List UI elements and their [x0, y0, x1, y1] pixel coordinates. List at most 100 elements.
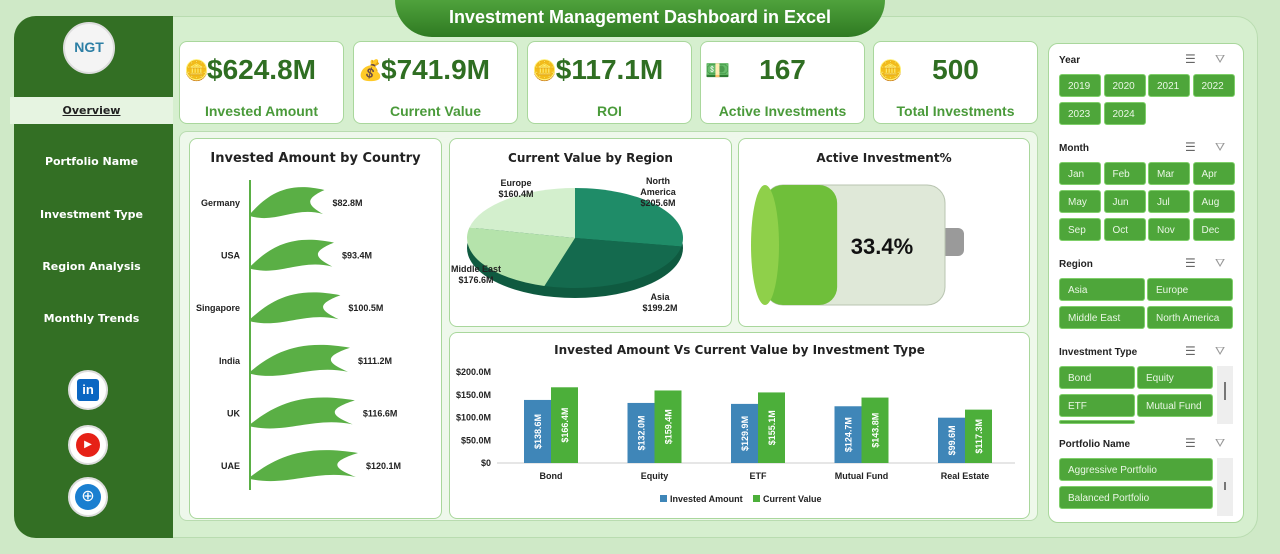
- slicer-item[interactable]: [1059, 420, 1135, 424]
- coins-icon: 🪙: [184, 60, 209, 82]
- slicer-item[interactable]: Feb: [1103, 162, 1146, 185]
- nav-overview[interactable]: Overview: [10, 97, 173, 124]
- slicer-scrollbar[interactable]: [1217, 366, 1233, 424]
- bar: [758, 392, 785, 463]
- slicer-item[interactable]: 2024: [1103, 102, 1146, 125]
- category-label: UAE: [221, 461, 240, 471]
- multi-select-icon[interactable]: ☰: [1185, 256, 1196, 270]
- slicer-title: Investment Type: [1059, 347, 1138, 358]
- kpi-label: ROI: [597, 103, 622, 119]
- slicer-item[interactable]: Asia: [1059, 278, 1145, 301]
- slicer-item[interactable]: Sep: [1059, 218, 1101, 241]
- kpi-value: $741.9M: [381, 54, 490, 85]
- category-label: UK: [227, 408, 240, 418]
- clear-filter-icon[interactable]: ⛛: [1215, 344, 1226, 358]
- slicer-item[interactable]: Jun: [1103, 190, 1146, 213]
- y-tick: $200.0M: [456, 367, 491, 377]
- coins-icon: 🪙: [878, 60, 903, 82]
- slicer-item[interactable]: Aggressive Portfolio: [1059, 458, 1213, 481]
- kpi-card: 🪙 500 Total Investments: [873, 41, 1038, 124]
- multi-select-icon[interactable]: ☰: [1185, 140, 1196, 154]
- slicer-item[interactable]: 2020: [1103, 74, 1146, 97]
- slicer-item[interactable]: Mutual Fund: [1137, 394, 1213, 417]
- nav-investment-type[interactable]: Investment Type: [40, 208, 143, 221]
- data-label: $166.4M: [560, 408, 570, 443]
- multi-select-icon[interactable]: ☰: [1185, 344, 1196, 358]
- data-label: $138.6M: [533, 414, 543, 449]
- clear-filter-icon[interactable]: ⛛: [1215, 436, 1226, 450]
- multi-select-icon[interactable]: ☰: [1185, 52, 1196, 66]
- nav-portfolio-name[interactable]: Portfolio Name: [44, 155, 139, 168]
- linkedin-icon[interactable]: in: [68, 370, 108, 410]
- bar: [834, 406, 862, 463]
- data-label: $129.9M: [740, 416, 750, 451]
- slicer-item[interactable]: Nov: [1148, 218, 1190, 241]
- category-label: Equity: [641, 471, 669, 481]
- globe-icon[interactable]: ⊕: [68, 477, 108, 517]
- slicer-item[interactable]: Bond: [1059, 366, 1135, 389]
- clear-filter-icon[interactable]: ⛛: [1215, 256, 1226, 270]
- y-tick: $100.0M: [456, 413, 491, 423]
- bar: [627, 402, 655, 463]
- bar: [654, 390, 682, 463]
- kpi-card: 💰 $741.9M Current Value: [353, 41, 518, 124]
- slicer-item[interactable]: Dec: [1192, 218, 1235, 241]
- kpi-value: 167: [759, 54, 806, 85]
- slicer-item[interactable]: 2019: [1059, 74, 1101, 97]
- data-label: $100.5M: [348, 303, 383, 313]
- multi-select-icon[interactable]: ☰: [1185, 436, 1196, 450]
- slicer-item[interactable]: ETF: [1059, 394, 1135, 417]
- slicer-item[interactable]: Middle East: [1059, 306, 1145, 329]
- country-bar: [250, 397, 355, 429]
- kpi-label: Active Investments: [718, 103, 847, 119]
- cash-icon: 💵: [705, 60, 730, 82]
- legend-swatch: [660, 495, 667, 502]
- nav-region-analysis[interactable]: Region Analysis: [42, 260, 141, 273]
- slicer-item[interactable]: 2021: [1148, 74, 1190, 97]
- slicer-item[interactable]: Mar: [1148, 162, 1190, 185]
- slicer-item[interactable]: Balanced Portfolio: [1059, 486, 1213, 509]
- country-bar: [250, 344, 350, 376]
- slicer-item[interactable]: May: [1059, 190, 1101, 213]
- slicer-item[interactable]: Europe: [1147, 278, 1233, 301]
- kpi-card: 💵 167 Active Investments: [700, 41, 865, 124]
- clear-filter-icon[interactable]: ⛛: [1215, 140, 1226, 154]
- kpi-value: 500: [932, 54, 979, 85]
- clear-filter-icon[interactable]: ⛛: [1215, 52, 1226, 66]
- bar: [731, 403, 758, 463]
- pie-slice: [575, 188, 683, 247]
- country-bar: [250, 239, 334, 271]
- slicer-item[interactable]: Equity: [1137, 366, 1213, 389]
- data-label: $143.8M: [871, 413, 881, 448]
- slicer-item[interactable]: Apr: [1192, 162, 1235, 185]
- nav-monthly-trends[interactable]: Monthly Trends: [43, 312, 140, 325]
- slicer-panel: Year ☰ ⛛ 2019 2020 2021 2022 2023 2024 Month ☰ ⛛ Jan…: [1048, 43, 1244, 523]
- data-label: $117.3M: [974, 419, 984, 454]
- data-label: $82.8M: [332, 198, 362, 208]
- bar: [861, 397, 889, 463]
- battery-cap: [751, 185, 779, 305]
- data-label: $159.4M: [664, 409, 674, 444]
- data-label: $132.0M: [637, 415, 647, 450]
- slicer-item[interactable]: 2022: [1192, 74, 1235, 97]
- data-label: $93.4M: [342, 251, 372, 261]
- slicer-item[interactable]: Aug: [1192, 190, 1235, 213]
- money-bag-icon: 💰: [358, 60, 383, 82]
- slicer-item[interactable]: Jan: [1059, 162, 1101, 185]
- legend-label: Current Value: [763, 494, 822, 504]
- kpi-card: 🪙 $117.1M ROI: [527, 41, 692, 124]
- pie-label: North America $205.6M: [640, 176, 677, 208]
- slicer-item[interactable]: Oct: [1103, 218, 1146, 241]
- kpi-label: Current Value: [389, 103, 482, 119]
- chart-title: Active Investment%: [816, 151, 952, 165]
- kpi-value: $624.8M: [207, 54, 316, 85]
- youtube-icon[interactable]: ▶: [68, 425, 108, 465]
- pie-slice: [469, 188, 575, 238]
- slicer-scrollbar[interactable]: [1217, 458, 1233, 516]
- bar: [551, 387, 578, 463]
- slicer-item[interactable]: North America: [1147, 306, 1233, 329]
- slicer-item[interactable]: 2023: [1059, 102, 1101, 125]
- pie-slice: [544, 238, 682, 289]
- chart-title: Invested Amount Vs Current Value by Inve…: [554, 343, 925, 357]
- slicer-item[interactable]: Jul: [1148, 190, 1190, 213]
